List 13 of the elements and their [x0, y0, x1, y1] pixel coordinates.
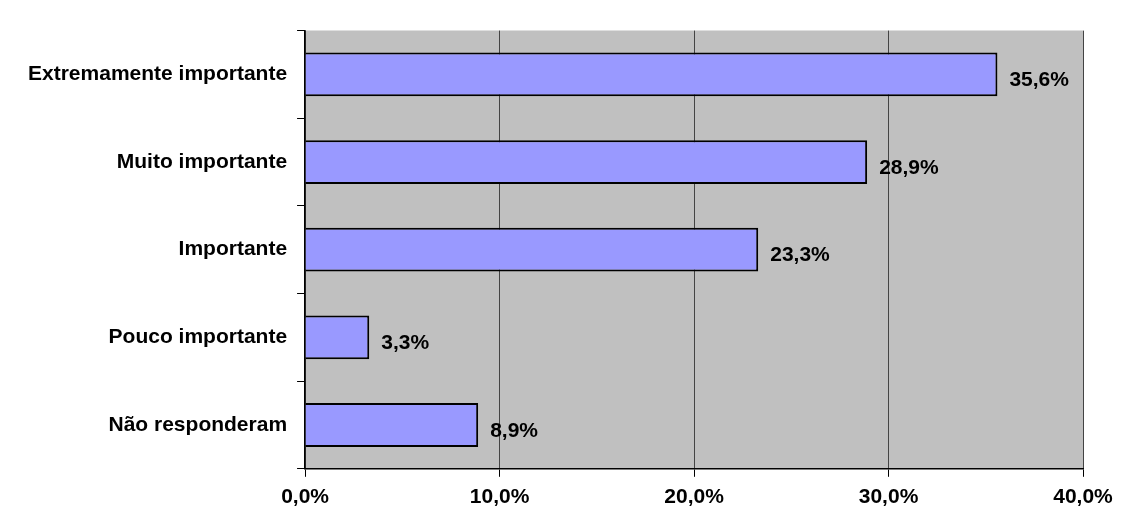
data-label: 3,3%: [381, 330, 430, 354]
data-label: 23,3%: [770, 242, 831, 266]
y-tick-label: Importante: [178, 236, 288, 260]
data-label: 35,6%: [1009, 67, 1070, 91]
x-tick-label: 0,0%: [281, 484, 330, 508]
x-tick-label: 40,0%: [1053, 484, 1114, 508]
x-tick-label: 30,0%: [858, 484, 919, 508]
y-tick-label: Extremamente importante: [28, 61, 288, 85]
y-tick-label: Não responderam: [108, 411, 288, 435]
y-tick-label: Muito importante: [116, 148, 288, 172]
y-tick-label: Pouco importante: [108, 324, 288, 348]
x-tick-label: 10,0%: [469, 484, 530, 508]
x-tick-label: 20,0%: [664, 484, 725, 508]
